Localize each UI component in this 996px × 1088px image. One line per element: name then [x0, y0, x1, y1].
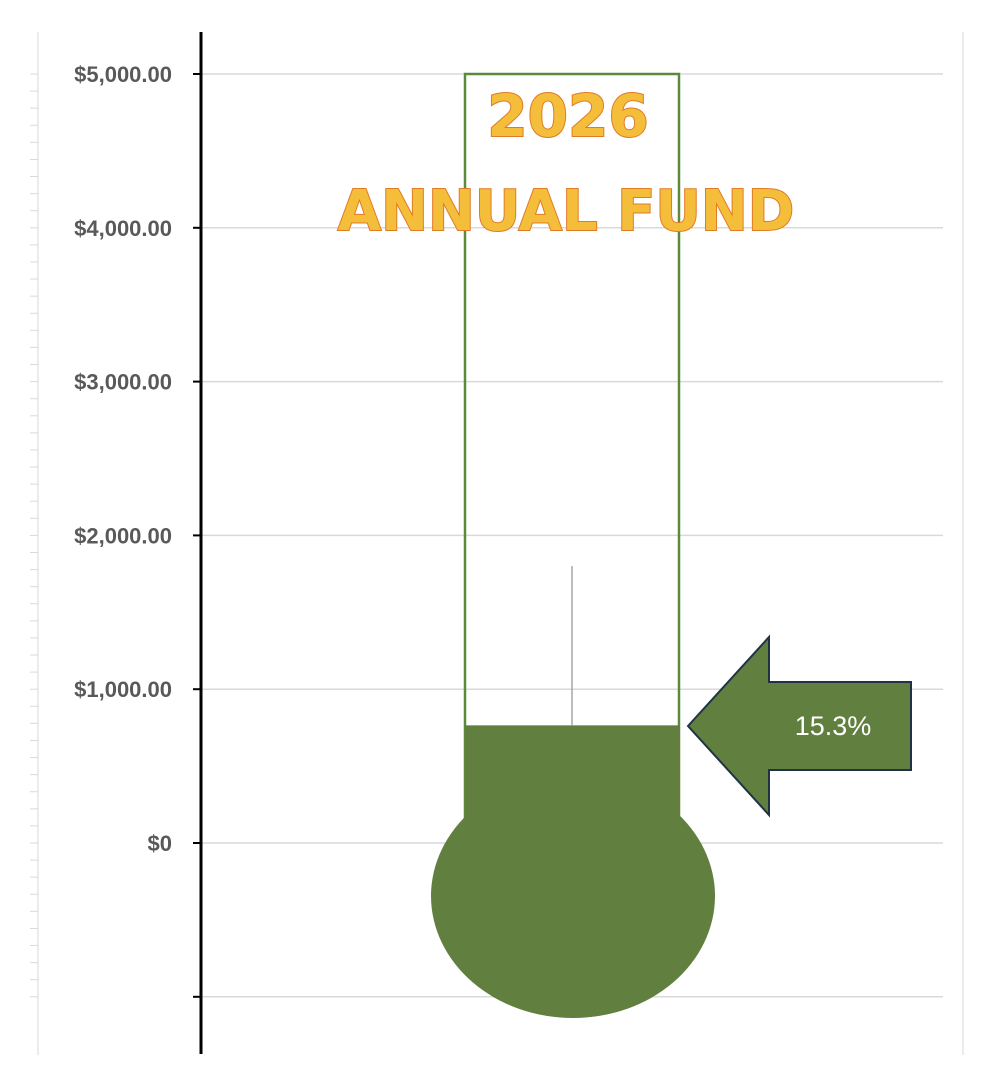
chart-title-year: 2026 [487, 82, 648, 150]
y-tick-label: $4,000.00 [74, 216, 172, 241]
y-tick-label: $2,000.00 [74, 523, 172, 548]
y-tick-label: $0 [148, 831, 172, 856]
percent-raised-label: 15.3% [795, 711, 872, 741]
y-tick-label: $5,000.00 [74, 62, 172, 87]
major-tick-marks [193, 73, 201, 998]
chart-title-fund: ANNUAL FUND [338, 179, 794, 244]
thermometer-bulb [431, 774, 715, 1018]
minor-tick-marks [30, 73, 38, 998]
y-tick-label: $1,000.00 [74, 677, 172, 702]
y-tick-label: $3,000.00 [74, 370, 172, 395]
y-axis-tick-labels: $5,000.00 $4,000.00 $3,000.00 $2,000.00 $1,0… [74, 62, 172, 856]
percent-arrow-callout [686, 634, 912, 818]
